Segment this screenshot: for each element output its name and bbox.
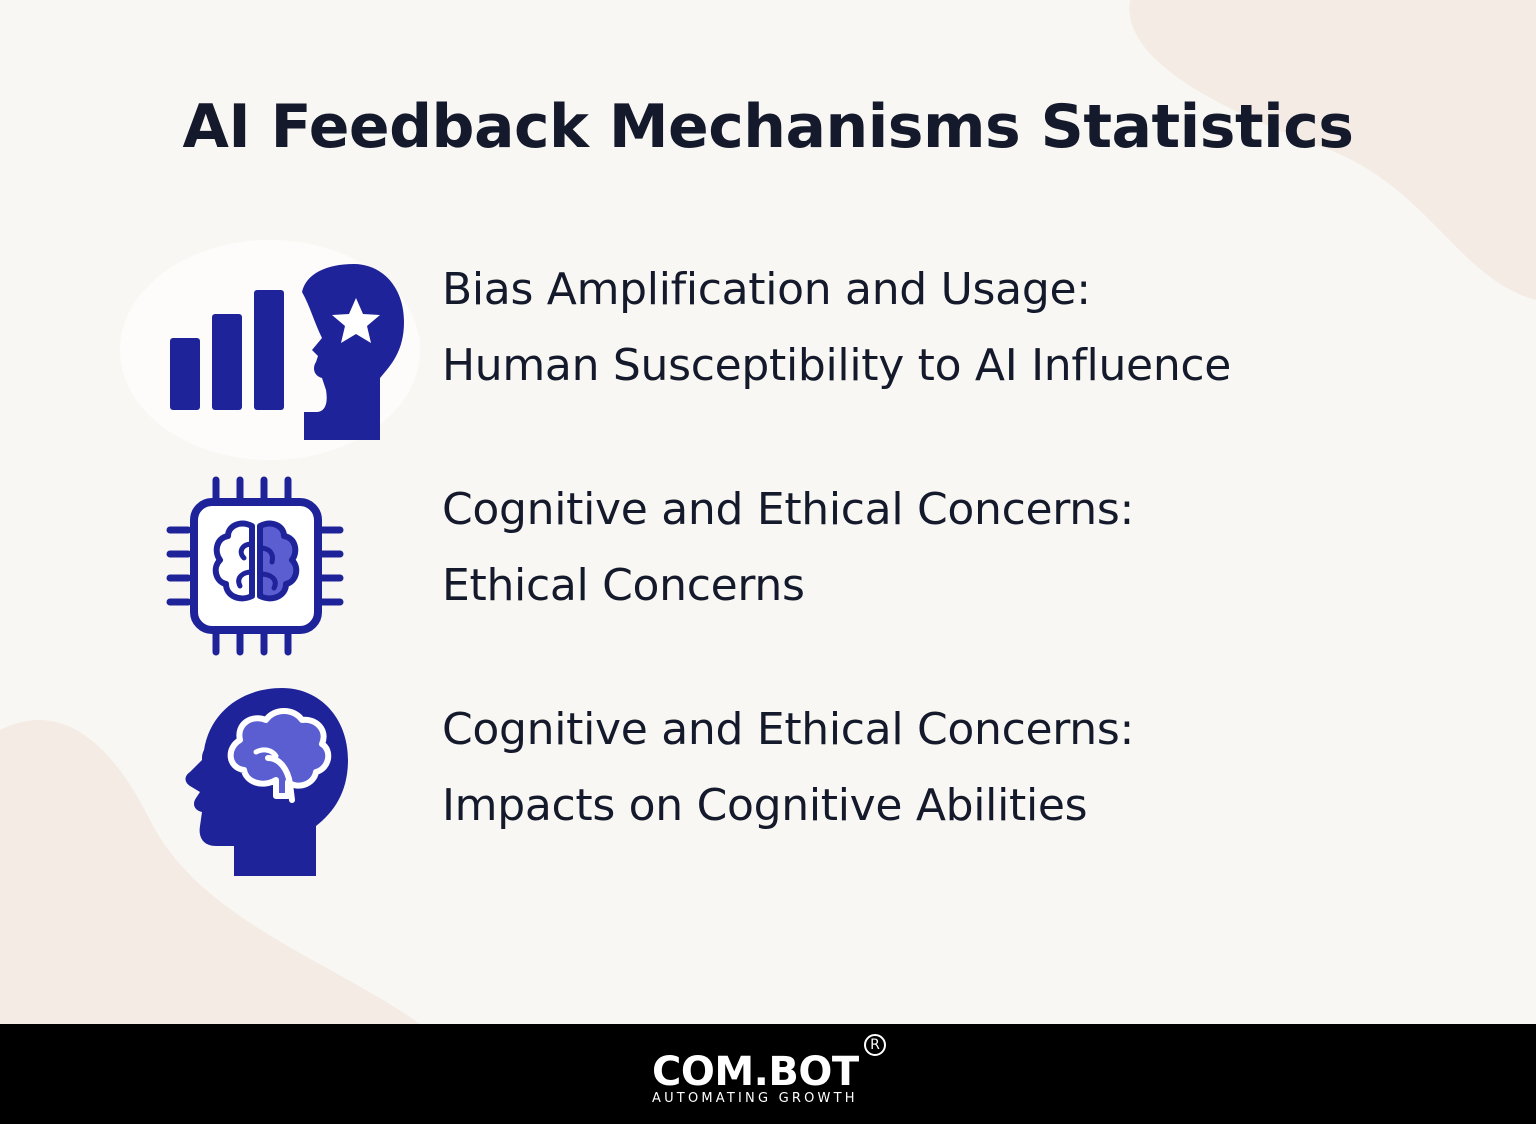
- brain-chip-icon: [166, 476, 344, 656]
- stat-item-subheading: Ethical Concerns: [442, 560, 805, 611]
- stat-item-cognitive-abilities: Cognitive and Ethical Concerns: Impacts …: [0, 688, 1536, 878]
- registered-mark: R: [864, 1034, 886, 1056]
- stat-item-bias-amplification: Bias Amplification and Usage: Human Susc…: [0, 262, 1536, 442]
- stat-item-subheading: Impacts on Cognitive Abilities: [442, 780, 1088, 831]
- stat-item-subheading: Human Susceptibility to AI Influence: [442, 340, 1232, 391]
- chart-head-star-icon: [170, 264, 404, 440]
- page-title: AI Feedback Mechanisms Statistics: [182, 92, 1355, 162]
- stat-item-text: Bias Amplification and Usage: Human Susc…: [442, 252, 1231, 404]
- stat-item-heading: Bias Amplification and Usage:: [442, 264, 1091, 315]
- brand-logo: COM.BOT R AUTOMATING GROWTH: [652, 1034, 892, 1118]
- head-brain-icon: [185, 688, 348, 876]
- stat-item-ethical-concerns: Cognitive and Ethical Concerns: Ethical …: [0, 474, 1536, 659]
- footer-bar: COM.BOT R AUTOMATING GROWTH: [0, 1024, 1536, 1124]
- stat-item-text: Cognitive and Ethical Concerns: Ethical …: [442, 472, 1134, 624]
- stat-item-text: Cognitive and Ethical Concerns: Impacts …: [442, 692, 1134, 844]
- brand-logo-text: COM.BOT: [652, 1049, 859, 1095]
- stat-item-heading: Cognitive and Ethical Concerns:: [442, 704, 1134, 755]
- brand-tagline: AUTOMATING GROWTH: [652, 1091, 858, 1106]
- stat-item-heading: Cognitive and Ethical Concerns:: [442, 484, 1134, 535]
